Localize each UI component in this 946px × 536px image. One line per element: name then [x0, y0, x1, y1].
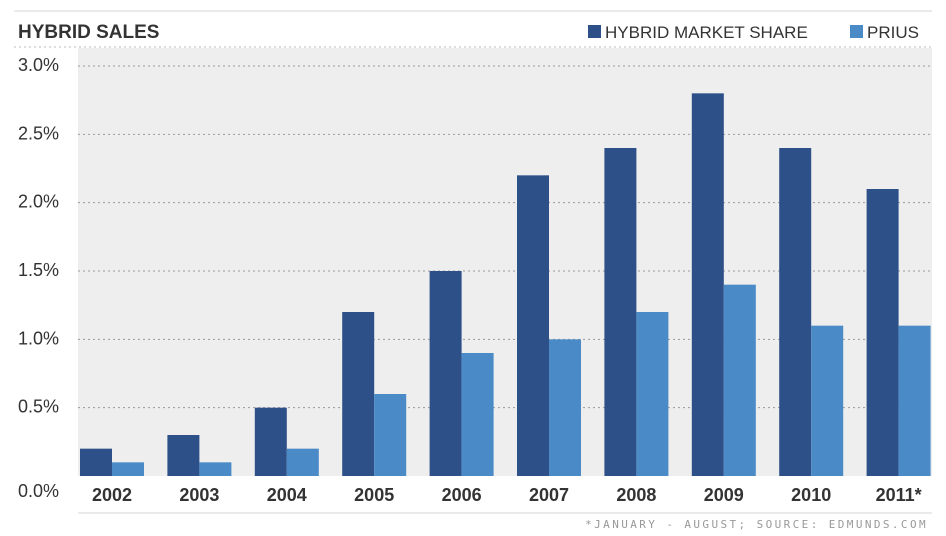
x-tick-label: 2003 [179, 485, 219, 505]
y-tick-label: 1.0% [18, 328, 59, 348]
bar-prius-2010 [811, 325, 844, 476]
bar-prius-2009 [723, 284, 756, 476]
bar-prius-2004 [286, 448, 319, 476]
legend-swatch-prius [850, 25, 863, 38]
x-tick-label: 2010 [791, 485, 831, 505]
legend-swatch-hybrid [588, 25, 601, 38]
bar-prius-2005 [374, 394, 407, 476]
legend-label-prius: PRIUS [867, 23, 919, 42]
x-tick-label: 2006 [442, 485, 482, 505]
y-tick-label: 1.5% [18, 260, 59, 280]
bars [80, 93, 931, 477]
x-tick-label: 2002 [92, 485, 132, 505]
y-tick-label: 0.5% [18, 397, 59, 417]
x-tick-label: 2009 [704, 485, 744, 505]
bar-hybrid-2005 [342, 312, 375, 476]
bar-hybrid-2008 [604, 148, 637, 476]
bar-prius-2007 [549, 339, 581, 476]
x-tick-label: 2004 [267, 485, 307, 505]
bar-hybrid-2003 [167, 435, 200, 476]
bar-prius-2011 [898, 325, 931, 476]
bar-prius-2002 [112, 462, 144, 476]
x-tick-label: 2005 [354, 485, 394, 505]
bar-hybrid-2010 [779, 148, 812, 476]
bar-hybrid-2007 [517, 175, 549, 477]
y-tick-label: 0.0% [18, 481, 59, 501]
y-tick-label: 3.0% [18, 55, 59, 75]
y-axis-ticks: 0.0% 0.5% 1.0% 1.5% 2.0% 2.5% 3.0% [18, 55, 59, 501]
bar-hybrid-2009 [691, 93, 724, 476]
x-tick-label: 2007 [529, 485, 569, 505]
x-tick-label: 2011* [876, 485, 922, 505]
y-tick-label: 2.5% [18, 123, 59, 143]
bar-prius-2008 [636, 312, 669, 476]
bar-hybrid-2011 [866, 189, 899, 476]
bar-hybrid-2004 [254, 407, 287, 476]
x-tick-label: 2008 [616, 485, 656, 505]
bar-hybrid-2002 [80, 448, 112, 476]
y-tick-label: 2.0% [18, 192, 59, 212]
bar-prius-2006 [461, 353, 494, 476]
bar-hybrid-2006 [429, 271, 462, 476]
legend-label-hybrid: HYBRID MARKET SHARE [605, 23, 808, 42]
chart-title: HYBRID SALES [18, 22, 159, 43]
footnote: *JANUARY - AUGUST; SOURCE: EDMUNDS.COM [585, 518, 928, 531]
legend: HYBRID MARKET SHARE PRIUS [588, 23, 919, 42]
bar-prius-2003 [199, 462, 232, 476]
x-axis-ticks: 2002 2003 2004 2005 2006 2007 2008 2009 2010 2011… [92, 485, 922, 505]
